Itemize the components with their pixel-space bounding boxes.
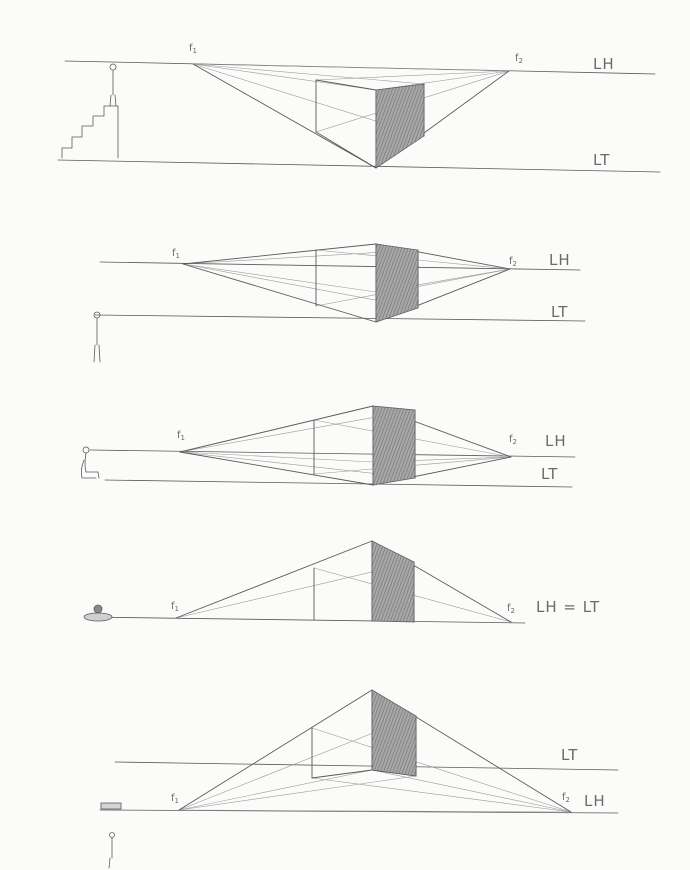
stairs-figure-icon bbox=[61, 63, 119, 159]
panel-1: f1 f2 LH LT bbox=[57, 43, 661, 173]
horizon-label: LH bbox=[549, 251, 571, 269]
combined-label: LH = LT bbox=[536, 598, 600, 616]
vp2-label: f2 bbox=[507, 603, 515, 615]
vp1-label: f1 bbox=[177, 430, 185, 442]
vp1-label: f1 bbox=[171, 601, 179, 613]
shaded-face bbox=[371, 689, 417, 777]
ground-label: LT bbox=[593, 151, 610, 169]
horizon-label: LH bbox=[545, 432, 567, 450]
vp2-label: f2 bbox=[562, 792, 570, 804]
panel-2: f1 f2 LH LT bbox=[93, 243, 586, 363]
horizon-line bbox=[89, 449, 576, 458]
vp2-label: f2 bbox=[509, 256, 517, 268]
vp1-label: f1 bbox=[171, 793, 179, 805]
shaded-face bbox=[371, 540, 415, 623]
horizon-line bbox=[99, 809, 619, 814]
ground-label: LT bbox=[561, 746, 578, 764]
panel-3: f1 f2 LH LT bbox=[80, 405, 576, 488]
ground-label: LT bbox=[541, 465, 558, 483]
combined-line bbox=[84, 616, 526, 624]
ground-line bbox=[94, 314, 586, 322]
vp2-label: f2 bbox=[515, 53, 523, 65]
ground-line bbox=[57, 159, 661, 173]
ground-eye-figure-icon bbox=[83, 604, 113, 622]
low-figure-icon bbox=[108, 832, 115, 869]
horizon-label: LH bbox=[593, 55, 615, 73]
ground-label: LT bbox=[551, 303, 568, 321]
horizon-line bbox=[99, 261, 581, 271]
seated-figure-icon bbox=[80, 446, 100, 479]
vp1-label: f1 bbox=[189, 43, 197, 55]
ground-line bbox=[114, 761, 619, 771]
shaded-face bbox=[372, 405, 416, 486]
panel-4: f1 f2 LH = LT bbox=[83, 540, 600, 624]
shaded-face bbox=[375, 243, 419, 323]
panel-5: f1 f2 LH LT bbox=[99, 689, 619, 869]
standing-figure-icon bbox=[93, 311, 101, 363]
ground-line bbox=[104, 479, 573, 488]
vp2-label: f2 bbox=[509, 434, 517, 446]
horizon-label: LH bbox=[584, 792, 606, 810]
vp1-label: f1 bbox=[172, 248, 180, 260]
box-icon bbox=[100, 802, 122, 810]
shaded-face bbox=[375, 83, 425, 169]
